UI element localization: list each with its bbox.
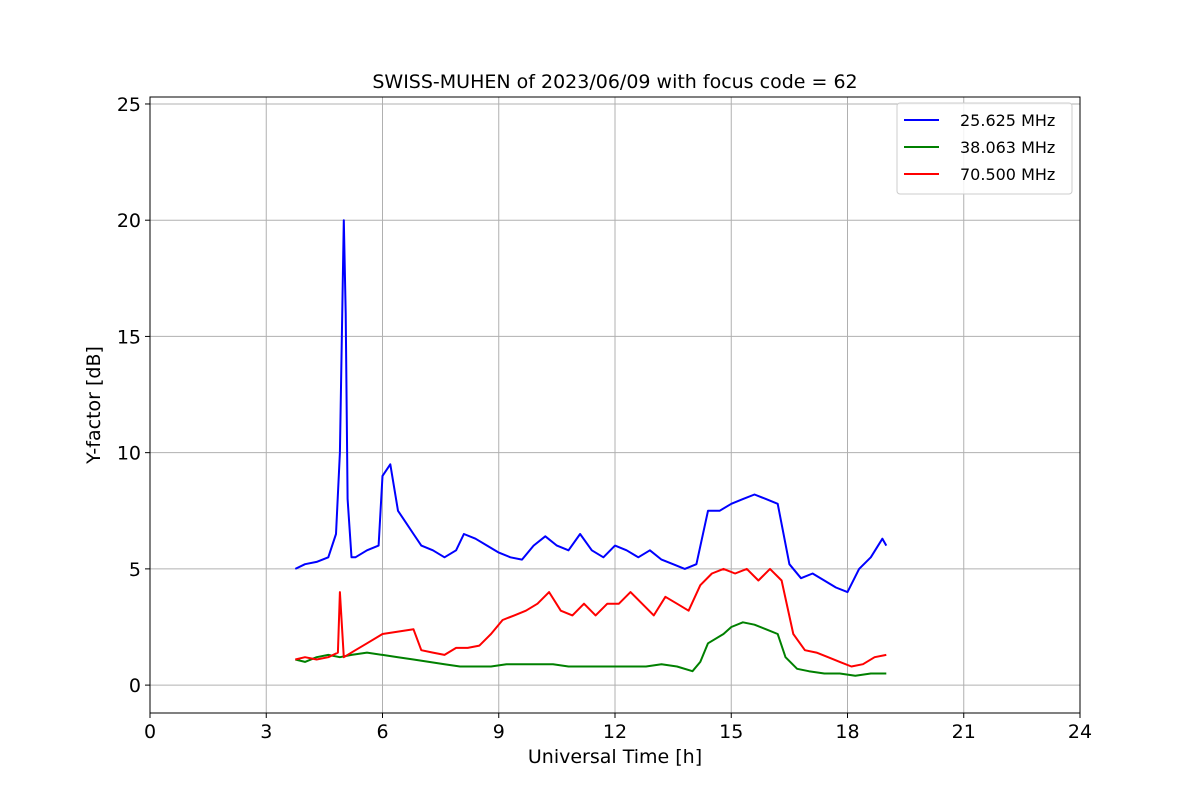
legend-label: 25.625 MHz: [960, 111, 1055, 130]
y-tick-label: 20: [117, 210, 141, 232]
legend-label: 38.063 MHz: [960, 138, 1055, 157]
y-tick-label: 5: [129, 559, 141, 581]
y-tick-label: 10: [117, 443, 141, 465]
x-tick-label: 18: [835, 721, 859, 743]
x-tick-label: 0: [144, 721, 156, 743]
x-tick-label: 9: [493, 721, 505, 743]
chart-title: SWISS-MUHEN of 2023/06/09 with focus cod…: [372, 71, 857, 93]
y-tick-label: 0: [129, 675, 141, 697]
series-38-063-MHz: [295, 621, 887, 677]
x-tick-label: 24: [1068, 721, 1092, 743]
x-tick-label: 12: [603, 721, 627, 743]
series-70-500-MHz: [295, 567, 887, 668]
ticks: 0 3 6 9 12 15 18 21 24 0 5 10 15 20 25: [117, 94, 1092, 743]
x-tick-label: 15: [719, 721, 743, 743]
legend-box: [896, 102, 1073, 195]
x-axis-label: Universal Time [h]: [528, 746, 702, 768]
y-axis-label: Y-factor [dB]: [83, 346, 105, 465]
series-line: [295, 621, 887, 677]
y-tick-label: 25: [117, 94, 141, 116]
x-tick-label: 6: [376, 721, 388, 743]
series-25-625-MHz: [294, 219, 888, 594]
y-tick-label: 15: [117, 326, 141, 348]
legend-label: 70.500 MHz: [960, 165, 1055, 184]
x-tick-label: 21: [952, 721, 976, 743]
plot-area: [294, 219, 888, 677]
series-line: [294, 219, 888, 594]
legend: 25.625 MHz 38.063 MHz 70.500 MHz: [896, 102, 1073, 195]
series-line: [295, 567, 887, 668]
x-tick-label: 3: [260, 721, 272, 743]
